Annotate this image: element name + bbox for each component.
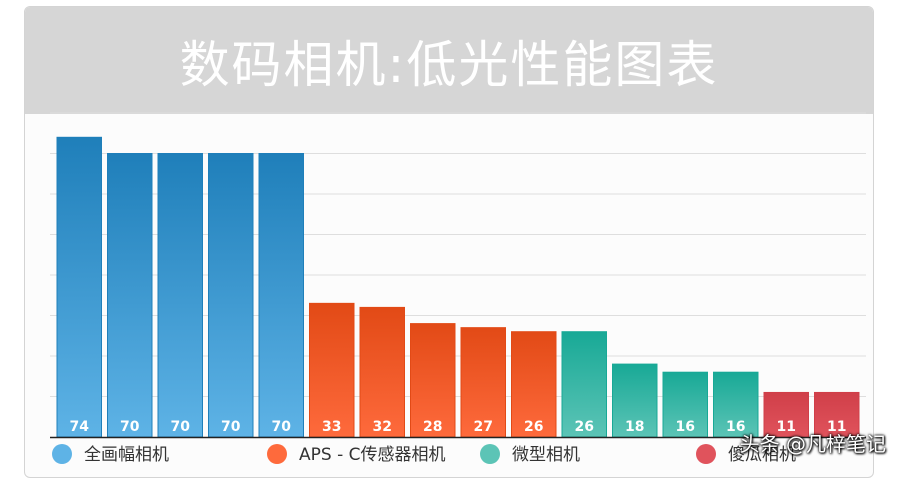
bar bbox=[561, 331, 607, 438]
bar-value-label: 16 bbox=[726, 419, 745, 435]
bar bbox=[763, 391, 809, 438]
bar bbox=[662, 371, 708, 438]
watermark: 头条 @凡梓笔记 bbox=[739, 432, 886, 456]
bar bbox=[157, 153, 203, 438]
bar bbox=[107, 153, 153, 438]
bar bbox=[612, 363, 658, 438]
bar bbox=[359, 306, 405, 438]
bar-value-label: 16 bbox=[676, 419, 695, 435]
bar-value-label: 18 bbox=[625, 419, 644, 435]
bar bbox=[511, 331, 557, 438]
bar-value-label: 70 bbox=[120, 419, 140, 435]
bar-value-label: 32 bbox=[373, 419, 392, 435]
bar-value-label: 28 bbox=[423, 419, 442, 435]
title-bar: 数码相机:低光性能图表 bbox=[25, 7, 873, 114]
bar bbox=[208, 153, 254, 438]
bar bbox=[460, 327, 506, 438]
legend-swatch bbox=[480, 444, 500, 464]
legend: 全画幅相机 APS - C传感器相机 微型相机 傻瓜相机 bbox=[52, 444, 796, 465]
legend-swatch bbox=[267, 444, 287, 464]
bar bbox=[56, 136, 102, 438]
bar-value-label: 26 bbox=[524, 419, 543, 435]
bar bbox=[814, 391, 860, 438]
bar bbox=[410, 323, 456, 438]
legend-label: 全画幅相机 bbox=[84, 445, 169, 465]
bar-value-label: 70 bbox=[272, 419, 292, 435]
chart-title: 数码相机:低光性能图表 bbox=[179, 35, 719, 94]
bar-value-label: 33 bbox=[322, 419, 341, 435]
legend-swatch bbox=[52, 444, 72, 464]
bar-value-label: 70 bbox=[221, 419, 241, 435]
bar bbox=[713, 371, 759, 438]
bar-value-label: 27 bbox=[474, 419, 493, 435]
legend-label: APS - C传感器相机 bbox=[299, 445, 445, 465]
value-labels: 74 70 70 70 70 33 32 28 27 26 26 18 16 16 11 11 bbox=[70, 419, 847, 435]
bar bbox=[258, 153, 304, 438]
legend-label: 傻瓜相机 bbox=[728, 445, 796, 465]
bar-value-label: 70 bbox=[171, 419, 191, 435]
bar bbox=[309, 302, 355, 438]
bars bbox=[56, 136, 860, 438]
legend-label: 微型相机 bbox=[512, 445, 580, 465]
bar-value-label: 11 bbox=[827, 419, 846, 435]
bar-value-label: 74 bbox=[70, 419, 90, 435]
bar-value-label: 26 bbox=[575, 419, 594, 435]
legend-swatch bbox=[696, 444, 716, 464]
bar-value-label: 11 bbox=[777, 419, 796, 435]
